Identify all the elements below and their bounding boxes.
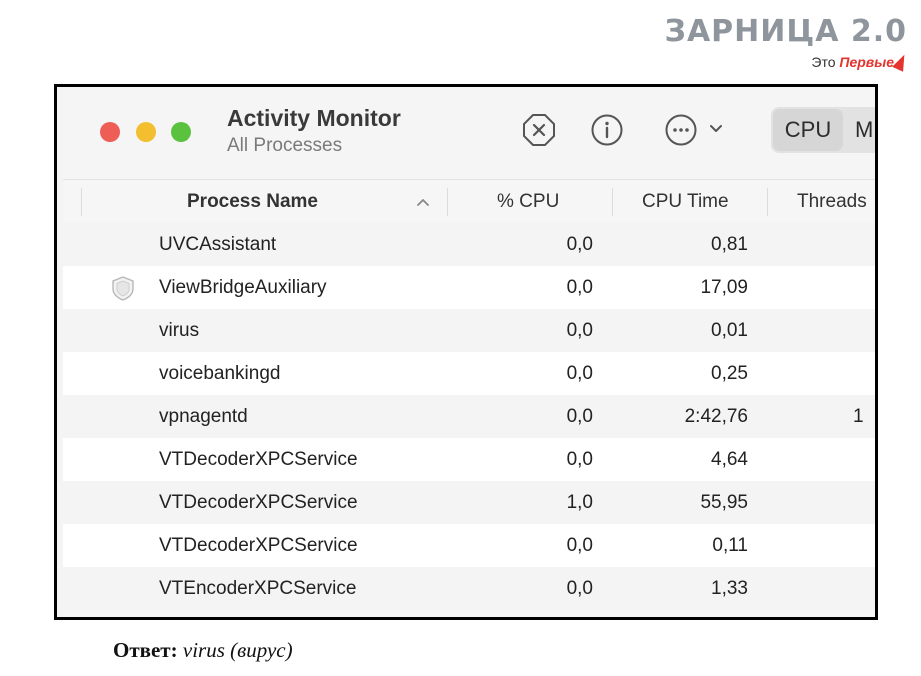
process-name: VTEncoderXPCService bbox=[159, 578, 357, 599]
screenshot-frame: Activity Monitor All Processes bbox=[54, 84, 878, 620]
process-threads bbox=[853, 567, 875, 610]
process-cpu-time: 2:42,76 bbox=[684, 406, 748, 427]
column-process-name[interactable]: Process Name bbox=[187, 191, 318, 212]
process-cpu-time: 17,09 bbox=[700, 277, 748, 298]
column-separator bbox=[767, 188, 768, 216]
process-name: UVCAssistant bbox=[159, 234, 277, 255]
process-cpu-time: 0,81 bbox=[711, 234, 748, 255]
process-cpu: 0,0 bbox=[566, 234, 593, 255]
process-cpu-time: 4,64 bbox=[711, 449, 748, 470]
process-threads bbox=[853, 266, 875, 309]
shield-app-icon bbox=[112, 276, 134, 301]
more-options-icon[interactable] bbox=[664, 113, 698, 147]
column-cpu-time[interactable]: CPU Time bbox=[642, 191, 729, 212]
window-subtitle[interactable]: All Processes bbox=[227, 135, 343, 156]
minimize-window-button[interactable] bbox=[136, 122, 156, 142]
process-cpu: 1,0 bbox=[566, 492, 593, 513]
process-cpu: 0,0 bbox=[566, 578, 593, 599]
brand-logo: ЗАРНИЦА 2.0 Это Первые bbox=[664, 14, 910, 72]
process-threads bbox=[853, 352, 875, 395]
column-cpu-percent[interactable]: % CPU bbox=[497, 191, 560, 212]
tab-memory[interactable]: M bbox=[855, 117, 874, 142]
process-threads bbox=[853, 438, 875, 481]
process-name: VTDecoderXPCService bbox=[159, 535, 358, 556]
brand-title: ЗАРНИЦА 2.0 bbox=[664, 14, 907, 49]
process-cpu-time: 55,95 bbox=[700, 492, 748, 513]
zoom-window-button[interactable] bbox=[171, 122, 191, 142]
table-row[interactable]: voicebankingd 0,0 0,25 bbox=[63, 352, 875, 395]
brand-name: Первые bbox=[839, 54, 894, 70]
process-cpu: 0,0 bbox=[566, 406, 593, 427]
process-cpu: 0,0 bbox=[566, 277, 593, 298]
close-window-button[interactable] bbox=[100, 122, 120, 142]
chevron-down-icon[interactable] bbox=[708, 121, 724, 137]
process-threads bbox=[853, 223, 875, 266]
process-table: UVCAssistant 0,0 0,81 ViewBridgeAuxiliar… bbox=[63, 223, 875, 610]
column-separator bbox=[612, 188, 613, 216]
activity-monitor-window: Activity Monitor All Processes bbox=[63, 87, 875, 617]
process-cpu-time: 0,01 bbox=[711, 320, 748, 341]
sort-ascending-icon[interactable] bbox=[415, 194, 431, 210]
toolbar: Activity Monitor All Processes bbox=[63, 87, 875, 179]
process-threads: 1 bbox=[853, 406, 864, 427]
process-cpu: 0,0 bbox=[566, 449, 593, 470]
table-header: Process Name % CPU CPU Time Threads bbox=[63, 179, 875, 224]
table-row[interactable]: VTDecoderXPCService 1,0 55,95 bbox=[63, 481, 875, 524]
table-row[interactable]: VTDecoderXPCService 0,0 0,11 bbox=[63, 524, 875, 567]
answer-line: Ответ: virus (вирус) bbox=[113, 638, 293, 663]
process-name: virus bbox=[159, 320, 200, 341]
flag-icon bbox=[892, 52, 910, 72]
process-name: VTDecoderXPCService bbox=[159, 492, 358, 513]
window-title: Activity Monitor bbox=[227, 105, 401, 131]
table-row[interactable]: VTDecoderXPCService 0,0 4,64 bbox=[63, 438, 875, 481]
brand-prefix: Это bbox=[811, 54, 836, 70]
table-row[interactable]: ViewBridgeAuxiliary 0,0 17,09 bbox=[63, 266, 875, 309]
process-name: VTDecoderXPCService bbox=[159, 449, 358, 470]
column-separator bbox=[81, 188, 82, 216]
process-name: ViewBridgeAuxiliary bbox=[159, 277, 327, 298]
process-cpu-time: 1,33 bbox=[711, 578, 748, 599]
table-row[interactable]: VTEncoderXPCService 0,0 1,33 bbox=[63, 567, 875, 610]
column-separator bbox=[447, 188, 448, 216]
process-cpu-time: 0,11 bbox=[712, 535, 748, 556]
process-cpu: 0,0 bbox=[566, 320, 593, 341]
process-cpu-time: 0,25 bbox=[711, 363, 748, 384]
table-row[interactable]: virus 0,0 0,01 bbox=[63, 309, 875, 352]
process-name: vpnagentd bbox=[159, 406, 248, 427]
view-segmented-control: CPU M bbox=[771, 107, 875, 153]
process-threads bbox=[853, 481, 875, 524]
process-cpu: 0,0 bbox=[566, 535, 593, 556]
process-threads bbox=[853, 309, 875, 352]
process-threads bbox=[853, 524, 875, 567]
column-threads[interactable]: Threads bbox=[797, 191, 867, 212]
table-row[interactable]: UVCAssistant 0,0 0,81 bbox=[63, 223, 875, 266]
process-cpu: 0,0 bbox=[566, 363, 593, 384]
answer-label: Ответ: bbox=[113, 638, 178, 662]
stop-process-icon[interactable] bbox=[522, 113, 556, 147]
answer-value: virus (вирус) bbox=[182, 638, 293, 662]
process-name: voicebankingd bbox=[159, 363, 281, 384]
table-row[interactable]: vpnagentd 0,0 2:42,76 1 bbox=[63, 395, 875, 438]
tab-cpu[interactable]: CPU bbox=[773, 109, 843, 151]
brand-subtitle: Это Первые bbox=[665, 52, 910, 72]
info-icon[interactable] bbox=[590, 113, 624, 147]
